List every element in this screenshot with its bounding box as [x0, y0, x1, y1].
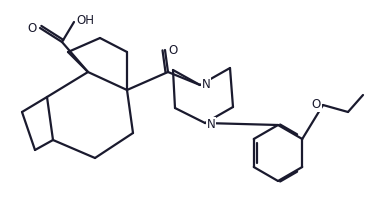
Text: O: O — [312, 99, 321, 112]
Text: N: N — [207, 117, 216, 131]
Text: O: O — [168, 43, 177, 57]
Text: N: N — [202, 78, 211, 91]
Text: OH: OH — [76, 14, 94, 28]
Text: O: O — [28, 21, 37, 35]
